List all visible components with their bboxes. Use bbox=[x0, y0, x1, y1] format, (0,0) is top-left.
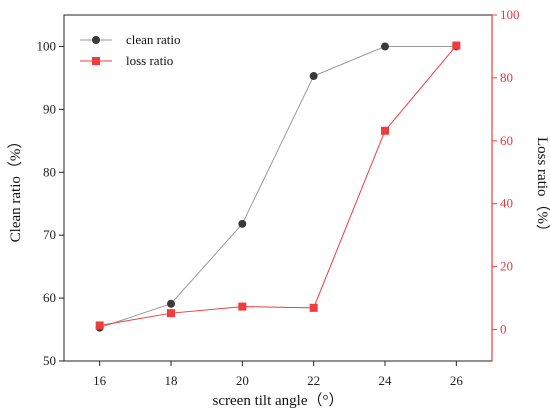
x-axis: 16 18 20 22 24 26 bbox=[93, 361, 463, 388]
x-tick-label: 18 bbox=[165, 373, 178, 388]
y-left-tick-label: 50 bbox=[43, 353, 56, 368]
y-right-tick-label: 0 bbox=[500, 322, 507, 337]
loss-ratio-point bbox=[95, 321, 104, 330]
y-left-tick-label: 100 bbox=[37, 38, 57, 53]
y-left-tick-label: 90 bbox=[43, 101, 56, 116]
y-axis-right: 0 20 40 60 80 100 bbox=[492, 7, 520, 337]
legend-clean-marker bbox=[92, 36, 100, 44]
y-right-tick-label: 40 bbox=[500, 196, 513, 211]
loss-ratio-point bbox=[238, 302, 247, 311]
clean-ratio-point bbox=[167, 299, 175, 308]
series-layer bbox=[95, 41, 461, 332]
x-tick-label: 22 bbox=[307, 373, 320, 388]
x-tick-label: 26 bbox=[450, 373, 464, 388]
y-left-tick-label: 80 bbox=[43, 164, 56, 179]
legend: clean ratio loss ratio bbox=[80, 32, 181, 68]
series-line-clean-ratio bbox=[99, 45, 457, 329]
y-right-tick-label: 80 bbox=[500, 70, 513, 85]
loss-ratio-point bbox=[452, 41, 461, 50]
x-tick-label: 16 bbox=[93, 373, 107, 388]
legend-loss-label: loss ratio bbox=[126, 53, 173, 68]
x-tick-label: 24 bbox=[379, 373, 393, 388]
y-left-tick-label: 60 bbox=[43, 290, 56, 305]
clean-ratio-point bbox=[381, 42, 389, 51]
x-tick-label: 20 bbox=[236, 373, 249, 388]
series-line-loss-ratio bbox=[99, 45, 457, 326]
legend-clean-label: clean ratio bbox=[126, 32, 181, 47]
y-right-tick-label: 20 bbox=[500, 259, 513, 274]
legend-loss-marker bbox=[92, 57, 100, 65]
y-axis-left-title: Clean ratio（%） bbox=[7, 134, 24, 243]
loss-ratio-point bbox=[381, 126, 389, 135]
loss-ratio-point bbox=[309, 303, 318, 312]
y-right-tick-label: 100 bbox=[500, 7, 520, 22]
clean-ratio-point bbox=[309, 72, 318, 81]
y-axis-right-title: Loss ratio（%） bbox=[534, 137, 550, 239]
y-left-tick-label: 70 bbox=[43, 227, 56, 242]
y-right-tick-label: 60 bbox=[500, 133, 513, 148]
x-axis-title: screen tilt angle（°） bbox=[213, 392, 344, 409]
loss-ratio-point bbox=[167, 309, 175, 318]
clean-ratio-point bbox=[238, 219, 247, 228]
y-axis-left: 50 60 70 80 90 100 bbox=[37, 38, 64, 368]
